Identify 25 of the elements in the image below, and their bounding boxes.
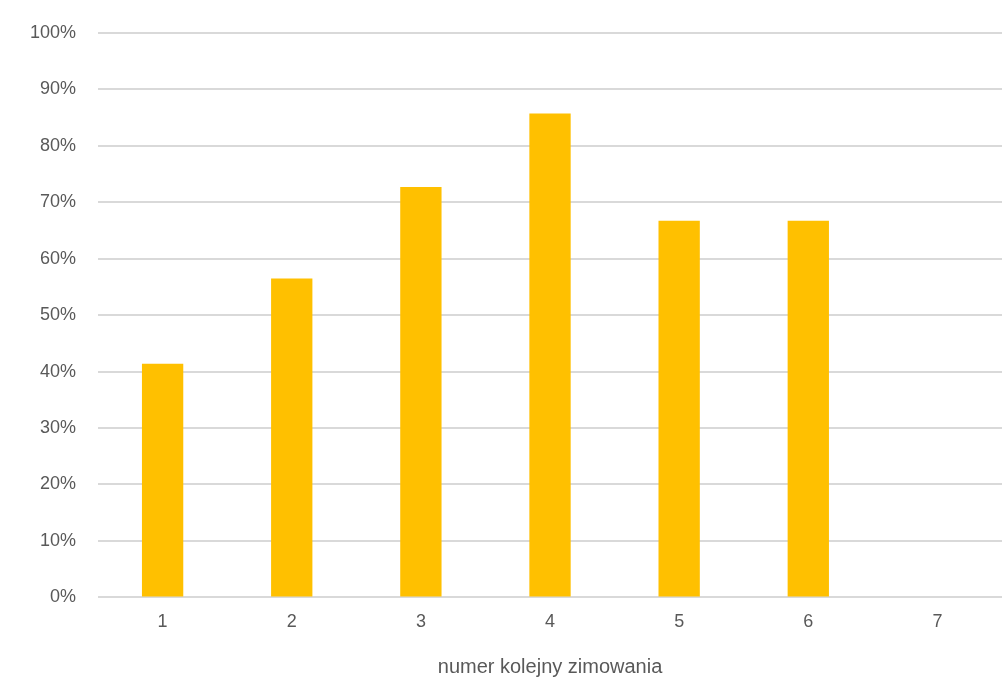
x-tick-label: 7 [932,611,943,632]
y-tick-label: 10% [40,529,77,550]
bar [141,363,184,597]
y-tick-label: 50% [40,304,77,325]
y-tick-label: 100% [29,21,77,42]
bar [787,220,829,597]
x-tick-label: 1 [157,611,168,632]
y-tick-label: 60% [40,247,77,268]
bar [658,220,700,597]
y-tick-label: 40% [40,360,77,381]
x-tick-label: 2 [286,611,297,632]
x-tick-label: 4 [545,611,556,632]
x-tick-label: 6 [803,611,814,632]
y-tick-label: 70% [40,191,77,212]
x-tick-label: 3 [415,611,426,632]
bar [271,278,313,597]
y-tick-label: 80% [40,134,77,155]
y-tick-label: 90% [40,78,77,99]
x-tick-label: 5 [674,611,685,632]
bar [400,186,442,597]
bar [529,113,571,597]
y-tick-label: 0% [50,586,77,607]
y-tick-label: 30% [40,416,77,437]
y-tick-label: 20% [40,473,77,494]
x-axis-title: numer kolejny zimowania [437,654,664,677]
